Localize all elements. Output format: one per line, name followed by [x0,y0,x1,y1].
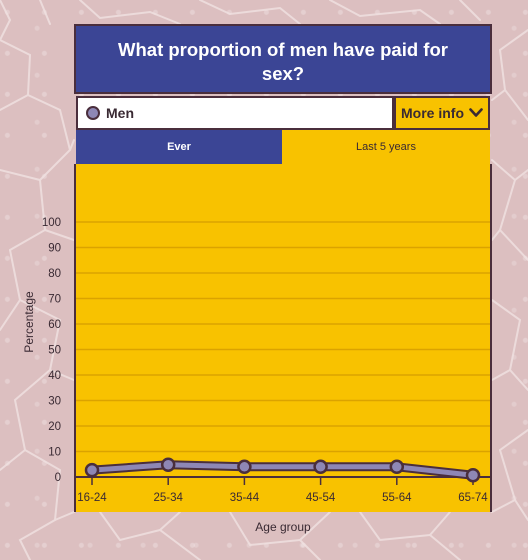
x-tick-label: 16-24 [77,492,107,504]
x-tick-label: 55-64 [382,492,412,504]
x-tick-label: 65-74 [458,492,488,504]
data-point[interactable] [160,457,176,473]
gridlines [76,221,490,453]
y-tick-label: 30 [48,396,61,408]
y-tick-label: 70 [48,294,61,306]
series-men [84,457,481,483]
y-tick-label: 60 [48,319,61,331]
tab-ever[interactable]: Ever [76,130,282,164]
tab-last-5-years[interactable]: Last 5 years [282,130,490,164]
x-tick-label: 25-34 [153,492,183,504]
more-info-button[interactable]: More info [394,96,490,130]
y-axis-title: Percentage [22,291,36,353]
series-selector-label: Men [106,105,134,121]
y-tick-label: 0 [55,472,61,484]
y-tick-label: 10 [48,447,61,459]
data-point[interactable] [465,467,481,483]
y-axis-ticks: 0 10 20 30 40 50 60 70 80 90 100 [42,217,61,484]
y-tick-label: 80 [48,268,61,280]
x-axis-title: Age group [255,520,311,534]
series-selector[interactable]: Men [76,96,394,130]
data-point[interactable] [389,459,405,475]
series-line [91,462,474,478]
y-tick-label: 40 [48,370,61,382]
more-info-label: More info [401,105,464,121]
chart-title: What proportion of men have paid for sex… [74,24,492,94]
y-tick-label: 90 [48,243,61,255]
data-point[interactable] [84,462,100,478]
x-tick-label: 45-54 [306,492,336,504]
chevron-down-icon [469,108,483,117]
x-tick-label: 35-44 [230,492,260,504]
y-tick-label: 100 [42,217,61,229]
data-point[interactable] [313,459,328,475]
x-axis-ticks: 16-24 25-34 35-44 45-54 55-64 65-74 [77,477,488,504]
data-point[interactable] [237,459,252,475]
y-tick-label: 50 [48,345,61,357]
y-tick-label: 20 [48,421,61,433]
series-color-dot [86,106,100,120]
